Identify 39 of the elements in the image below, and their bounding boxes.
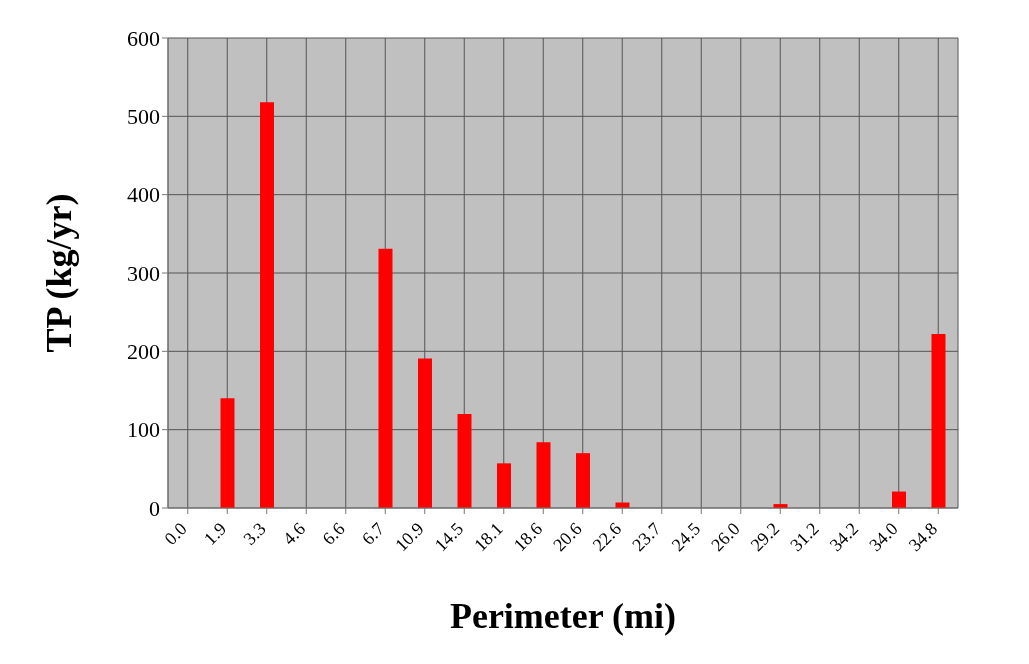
x-tick-label: 14.5	[430, 518, 468, 556]
x-tick-label: 6.7	[358, 518, 389, 549]
x-tick-label: 18.1	[470, 518, 507, 556]
bar	[220, 398, 235, 508]
y-tick-label: 600	[127, 25, 160, 51]
y-tick-label: 500	[127, 104, 160, 130]
x-tick-label: 22.6	[588, 518, 626, 556]
x-tick-label: 18.6	[509, 518, 547, 556]
y-tick-label: 0	[149, 495, 160, 521]
x-tick-label: 34.0	[865, 518, 902, 556]
bar	[536, 442, 551, 508]
bar	[576, 453, 590, 508]
bar	[260, 102, 274, 508]
x-tick-label: 0.0	[160, 518, 191, 549]
x-tick-label: 31.2	[786, 518, 823, 556]
x-tick-label: 34.2	[825, 518, 863, 556]
bar	[931, 334, 946, 508]
x-axis-title: Perimeter (mi)	[449, 596, 677, 636]
x-tick-label: 29.2	[746, 518, 784, 556]
y-tick-label: 300	[127, 260, 160, 286]
bar	[457, 414, 472, 508]
x-tick-label: 20.6	[549, 518, 586, 556]
bar	[892, 491, 906, 508]
x-tick-label: 34.8	[904, 518, 942, 556]
x-tick-label: 23.7	[628, 518, 665, 556]
x-tick-label: 3.3	[239, 518, 270, 549]
x-tick-label: 6.6	[318, 518, 349, 549]
bar	[378, 248, 393, 508]
y-tick-label: 200	[127, 339, 160, 365]
y-tick-label: 100	[127, 417, 160, 443]
x-tick-label: 1.9	[200, 518, 231, 549]
x-tick-label: 26.0	[707, 518, 744, 556]
y-tick-label: 400	[127, 182, 160, 208]
x-tick-label: 24.5	[667, 518, 705, 556]
bar	[497, 463, 511, 508]
x-tick-label: 10.9	[391, 518, 428, 556]
bar	[418, 358, 432, 508]
x-tick-label: 4.6	[279, 518, 310, 549]
y-axis-title: TP (kg/yr)	[38, 193, 79, 353]
